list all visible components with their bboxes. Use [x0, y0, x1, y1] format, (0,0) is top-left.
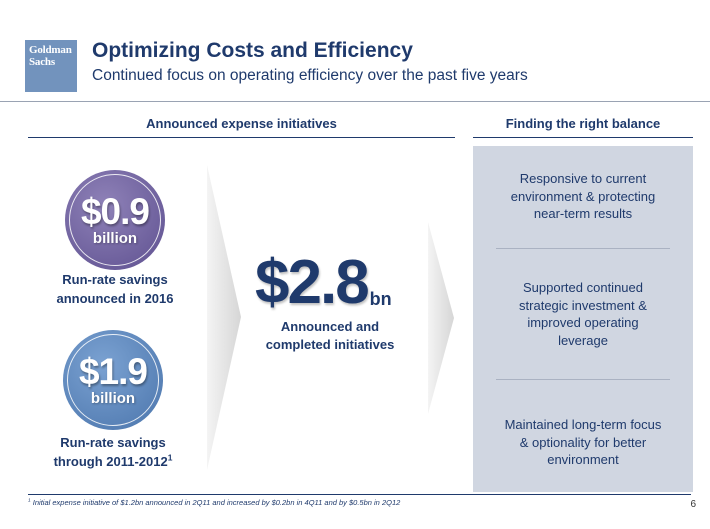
item-line: leverage	[558, 332, 608, 348]
balance-panel: Responsive to current environment & prot…	[473, 146, 693, 492]
item-line: strategic investment &	[519, 297, 647, 313]
circle-ring	[67, 334, 159, 426]
footnote-number: 1	[28, 498, 31, 504]
balance-item-3: Maintained long-term focus & optionality…	[473, 416, 693, 469]
savings-caption-2011-2012: Run-rate savings through 2011-20121	[38, 433, 188, 471]
total-unit: bn	[369, 289, 392, 309]
total-caption: Announced and completed initiatives	[250, 318, 410, 354]
item-line: Supported continued	[523, 280, 643, 295]
savings-caption-2016: Run-rate savings announced in 2016	[40, 270, 190, 308]
chevron-arrow-icon	[428, 222, 454, 414]
footnote: 1 Initial expense initiative of $1.2bn a…	[28, 498, 400, 507]
savings-circle-2011-2012: $1.9 billion	[63, 330, 163, 430]
logo-line-2: Sachs	[29, 56, 55, 68]
total-savings: $2.8 bn	[255, 252, 392, 314]
header-divider	[0, 101, 710, 102]
circle-ring	[69, 174, 161, 266]
total-amount: $2.8	[255, 248, 370, 317]
panel-divider	[496, 248, 670, 249]
footnote-text: Initial expense initiative of $1.2bn ann…	[32, 498, 401, 507]
item-line: environment	[547, 452, 619, 467]
caption-line: Announced and	[280, 319, 380, 334]
panel-divider	[496, 379, 670, 380]
item-line: Responsive to current	[519, 171, 647, 186]
caption-line: Run-rate savings	[62, 272, 168, 287]
caption-line: completed initiatives	[265, 337, 395, 352]
page-number: 6	[690, 499, 696, 510]
footnote-marker: 1	[167, 452, 173, 463]
caption-text: through 2011-2012	[53, 454, 168, 469]
right-section-rule	[473, 137, 693, 138]
caption-line: through 2011-20121	[38, 452, 188, 471]
item-line: & optionality for better	[519, 434, 647, 450]
logo-line-1: Goldman	[29, 44, 72, 56]
chevron-arrow-icon	[207, 165, 241, 470]
item-line: Maintained long-term focus	[504, 417, 662, 432]
caption-line: Run-rate savings	[60, 435, 166, 450]
caption-line: announced in 2016	[56, 291, 174, 306]
item-line: environment & protecting	[510, 188, 656, 204]
goldman-sachs-logo: Goldman Sachs	[25, 40, 77, 92]
savings-circle-2016: $0.9 billion	[65, 170, 165, 270]
left-section-rule	[28, 137, 455, 138]
balance-item-1: Responsive to current environment & prot…	[473, 170, 693, 223]
left-section-heading: Announced expense initiatives	[146, 116, 337, 131]
item-line: improved operating	[527, 315, 639, 330]
item-line: near-term results	[533, 206, 633, 221]
footer-divider	[28, 494, 691, 495]
page-subtitle: Continued focus on operating efficiency …	[92, 67, 528, 84]
right-section-heading: Finding the right balance	[505, 116, 661, 131]
page-title: Optimizing Costs and Efficiency	[92, 39, 413, 62]
balance-item-2: Supported continued strategic investment…	[473, 279, 693, 349]
